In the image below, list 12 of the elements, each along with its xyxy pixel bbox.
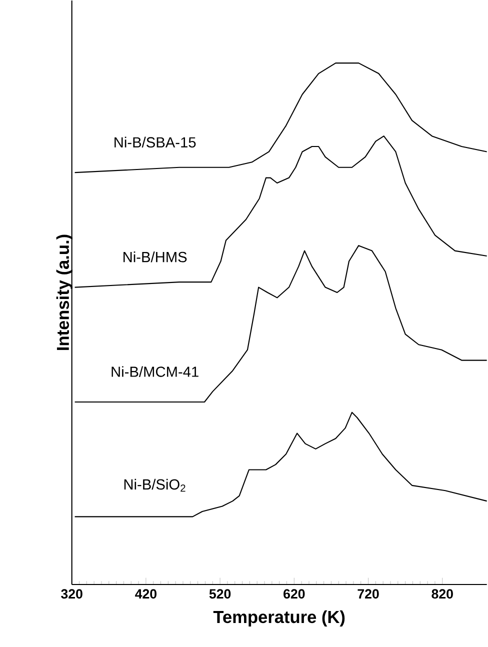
series-label: Ni-B/MCM-41 (112, 366, 198, 377)
x-axis-title: Temperature (K) (213, 610, 345, 627)
series-label: Ni-B/SBA-15 (114, 136, 196, 148)
x-tick-label: 820 (432, 589, 454, 599)
x-tick-label: 520 (209, 589, 231, 599)
x-tick-label: 720 (358, 589, 379, 599)
series-label: Ni-B/SiO$_{2}$ (124, 478, 186, 492)
x-tick-label: 320 (61, 589, 82, 599)
x-tick-label: 420 (135, 589, 157, 599)
x-tick-label: 620 (284, 589, 305, 599)
series-label: Ni-B/HMS (124, 251, 187, 262)
y-axis-title: Intensity (a.u.) (56, 234, 73, 350)
